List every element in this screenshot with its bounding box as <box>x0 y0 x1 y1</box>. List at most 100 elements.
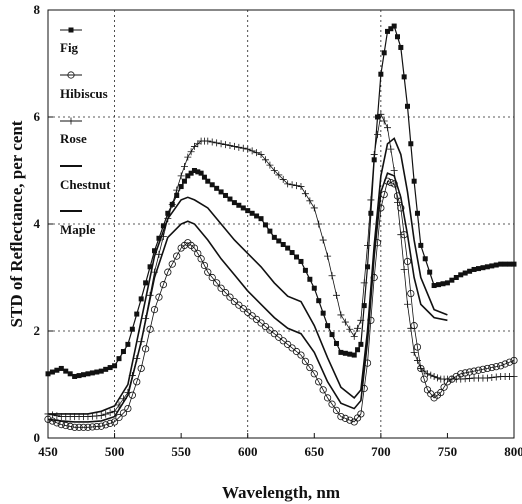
data-point <box>68 27 74 33</box>
data-point <box>458 272 464 278</box>
data-point <box>93 422 101 431</box>
data-point <box>390 167 398 174</box>
data-point <box>374 130 382 138</box>
data-point <box>433 374 441 382</box>
data-point <box>297 351 305 359</box>
data-point <box>198 170 204 176</box>
data-point <box>168 260 176 268</box>
data-point <box>239 144 247 152</box>
data-point <box>194 249 202 258</box>
data-point <box>380 117 388 125</box>
data-point <box>427 269 433 275</box>
data-point <box>222 141 230 149</box>
data-point <box>384 124 392 132</box>
data-point <box>289 250 295 256</box>
data-point <box>367 196 375 204</box>
data-point <box>208 273 216 282</box>
data-point <box>244 145 252 153</box>
data-point <box>505 358 514 366</box>
data-point <box>245 208 251 214</box>
legend-item-fig: Fig <box>60 27 82 55</box>
data-point <box>214 185 220 191</box>
data-point <box>316 298 322 304</box>
data-point <box>381 50 387 56</box>
data-point <box>111 407 119 415</box>
data-point <box>262 222 268 228</box>
data-point <box>479 365 487 373</box>
data-point <box>483 374 491 382</box>
x-axis-title: Wavelength, nm <box>222 483 340 502</box>
data-point <box>125 341 131 347</box>
data-point <box>71 423 79 431</box>
data-point <box>271 234 277 240</box>
data-point <box>116 356 122 362</box>
data-point <box>408 141 414 147</box>
data-point <box>85 371 91 377</box>
data-point <box>191 168 197 173</box>
data-point <box>297 183 305 191</box>
data-point <box>375 114 381 120</box>
axes-layer: 450 500 550 600 650 700 750 800 0 2 4 6 8 <box>34 2 522 459</box>
x-tick-label: 550 <box>171 444 191 459</box>
data-point <box>168 200 176 208</box>
legend-item-chestnut: Chestnut <box>60 165 111 192</box>
data-point <box>213 279 221 287</box>
y-tick-label: 8 <box>34 2 41 17</box>
data-point <box>420 375 428 383</box>
data-point <box>319 386 327 394</box>
x-tick-label: 500 <box>105 444 125 459</box>
data-point <box>146 325 154 333</box>
data-point <box>45 371 51 377</box>
legend: Fig Hibiscus Rose Chestnut Maple <box>60 27 111 237</box>
data-point <box>102 410 110 418</box>
data-point <box>488 363 496 372</box>
data-point <box>387 178 395 187</box>
data-point <box>275 171 283 179</box>
data-point <box>449 277 455 283</box>
data-point <box>133 378 141 386</box>
data-point <box>397 231 405 239</box>
data-point <box>404 103 410 109</box>
data-point <box>84 423 92 431</box>
data-point <box>204 137 212 145</box>
data-point <box>257 150 265 158</box>
data-point <box>72 373 78 379</box>
data-point <box>341 318 349 326</box>
data-point <box>444 280 450 286</box>
data-point <box>254 213 260 219</box>
x-tick-label: 650 <box>305 444 325 459</box>
data-point <box>279 175 287 183</box>
series-layer <box>44 23 518 431</box>
data-point <box>337 311 345 319</box>
data-point <box>440 281 446 287</box>
plot-area <box>47 9 515 439</box>
data-point <box>134 311 140 317</box>
x-tick-label: 800 <box>504 444 522 459</box>
data-point <box>62 421 70 430</box>
data-point <box>155 293 163 301</box>
x-tick-label: 700 <box>371 444 391 459</box>
legend-label-rose: Rose <box>60 131 87 146</box>
data-point <box>385 28 391 34</box>
data-point <box>89 370 95 376</box>
data-point <box>427 371 435 379</box>
legend-label-chestnut: Chestnut <box>60 177 111 192</box>
data-point <box>387 145 395 153</box>
data-point <box>138 296 144 302</box>
data-point <box>407 289 415 298</box>
data-point <box>98 368 104 374</box>
data-point <box>301 357 310 365</box>
data-point <box>208 138 216 146</box>
data-point <box>453 275 459 280</box>
data-point <box>226 293 234 301</box>
data-point <box>510 356 518 365</box>
data-point <box>67 371 73 377</box>
data-point <box>106 419 114 427</box>
data-point <box>493 262 499 268</box>
data-point <box>403 257 412 266</box>
data-point <box>511 261 517 267</box>
data-point <box>431 283 437 289</box>
data-point <box>240 205 246 211</box>
data-point <box>474 366 483 374</box>
data-point <box>357 316 365 324</box>
